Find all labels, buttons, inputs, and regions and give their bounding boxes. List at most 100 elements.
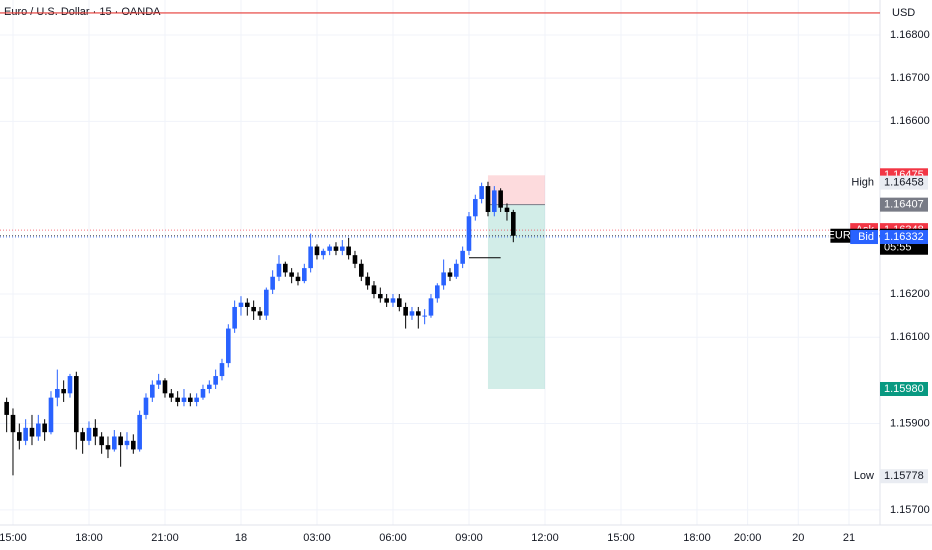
candle-body [416,311,421,316]
x-tick-label: 20:00 [734,532,762,544]
candle-body [226,328,231,364]
price-label: 1.15980 [884,383,924,395]
candle-body [441,272,446,286]
stop-zone [487,175,545,205]
candle-body [352,255,358,264]
candle-body [29,427,35,437]
candle-body [257,311,263,316]
marker-name-badge [850,230,878,245]
candle-body [232,306,237,329]
x-tick-label: 21:00 [151,532,179,544]
candle-body [289,272,294,277]
candle-body [498,190,503,208]
candle-body [302,268,307,282]
y-tick-label: 1.16800 [890,29,930,41]
x-tick-label: 18 [235,532,247,544]
candle-body [112,436,117,450]
y-tick-label: 1.15900 [890,417,930,429]
chart-title: Euro / U.S. Dollar · 15 · OANDA [4,6,161,18]
marker-name: Bid [858,231,874,243]
y-tick-label: 1.16600 [890,115,930,127]
candle-body [181,397,187,402]
x-tick-label: 03:00 [303,532,331,544]
candle-body [359,263,364,277]
x-tick-label: 21 [843,532,855,544]
x-tick-label: 20 [792,532,804,544]
candle-body [105,445,111,450]
candle-body [175,397,180,402]
candle-body [67,376,73,394]
candle-body [485,186,491,212]
candle-body [283,263,288,273]
candle-body [194,397,199,402]
candle-body [492,190,497,212]
candle-body [200,389,206,398]
candle-body [466,216,472,251]
candle-body [365,276,370,286]
candle-body [17,432,22,441]
candle-body [435,285,440,299]
candle-body [460,250,465,264]
candle-body [409,311,415,316]
y-tick-label: 1.16700 [890,72,930,84]
price-label: 1.16407 [884,199,924,211]
candle-body [308,246,313,269]
candle-body [511,211,516,236]
price-badge [880,382,928,397]
candle-body [55,389,60,398]
x-tick-label: 12:00 [531,532,559,544]
price-label: 1.16458 [884,177,924,189]
candle-body [270,276,275,290]
candle-body [143,397,149,415]
candle-body [219,363,225,377]
currency: USD [892,7,915,19]
candle-body [93,427,98,437]
candle-body [213,376,218,385]
candle-body [156,380,161,385]
candle-body [447,272,453,277]
candle-body [169,393,174,398]
y-tick-label: 1.16200 [890,288,930,300]
candle-body [118,436,123,446]
candle-body [238,302,244,307]
candle-body [333,246,339,251]
candle-body [295,276,301,282]
candle-body [504,207,510,212]
candle-body [137,414,142,450]
candle-body [48,397,54,433]
candle-body [454,263,459,277]
candle-body [378,294,383,299]
candle-body [61,389,66,394]
candle-body [251,306,256,312]
candle-body [207,384,212,390]
candle-body [162,380,168,394]
candle-body [36,423,41,437]
candle-body [150,384,155,398]
x-tick-label: 06:00 [379,532,407,544]
price-badge [880,230,928,245]
price-label: 1.15778 [884,470,924,482]
candle-body [384,298,389,303]
price-badge [880,175,928,190]
candle-body [23,427,28,441]
price-badge [880,197,928,212]
candle-body [390,298,396,303]
candle-body [314,246,320,256]
candle-body [10,414,16,433]
x-tick-label: 09:00 [455,532,483,544]
x-tick-label: 18:00 [683,532,711,544]
candle-body [371,285,377,295]
candle-body [42,423,47,433]
candle-body [346,246,351,256]
candle-body [397,298,402,307]
target-zone [487,204,545,390]
candle-body [4,401,9,415]
y-tick-label: 1.15700 [890,504,930,516]
candle-body [99,436,104,446]
candle-body [245,302,250,307]
x-tick-label: 15:00 [0,532,27,544]
x-tick-label: 15:00 [607,532,635,544]
candle-body [188,397,193,402]
